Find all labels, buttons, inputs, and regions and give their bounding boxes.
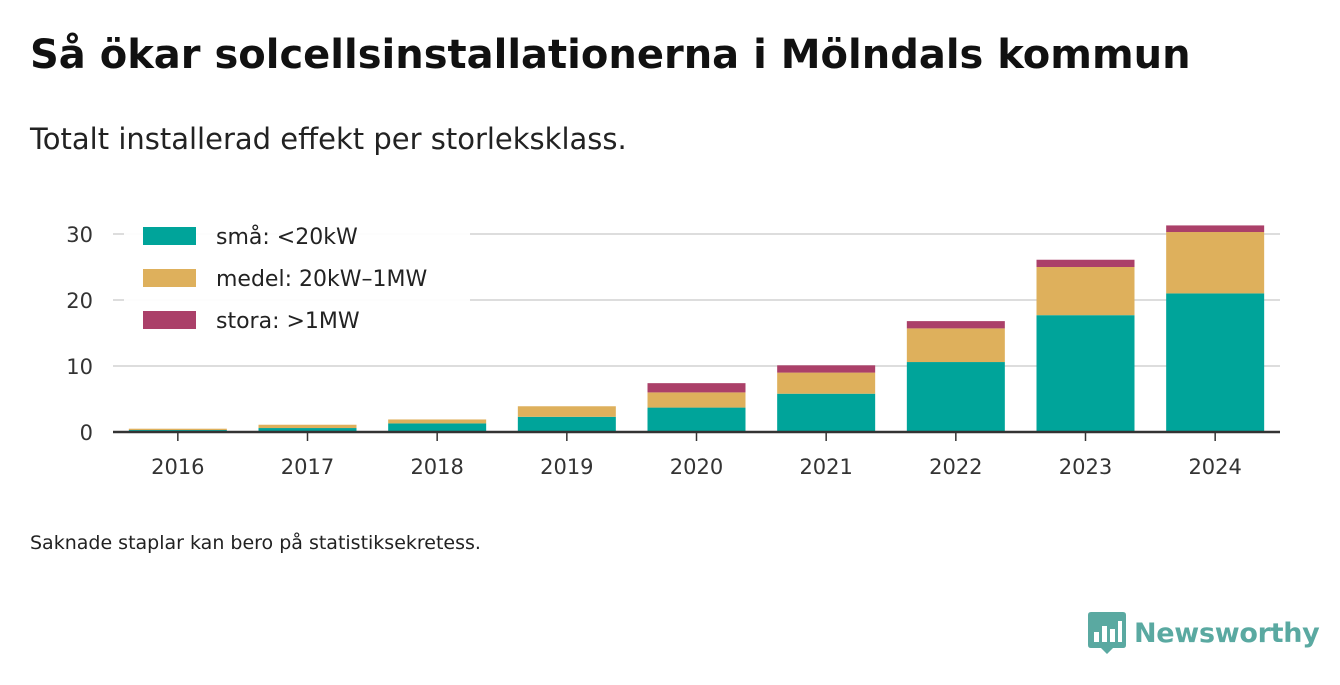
bar-segment — [517, 406, 616, 417]
bar-segment — [906, 362, 1005, 432]
bar-segment — [647, 392, 746, 408]
x-tick-label: 2020 — [670, 455, 723, 479]
legend: små: <20kW medel: 20kW–1MW stora: >1MW — [124, 210, 470, 342]
stacked-bar-chart: 0 10 20 30 2016 2017 2018 2019 2020 2021 2022 2023… — [66, 210, 1280, 479]
bar-segment — [1036, 259, 1135, 267]
bar-segment — [1166, 232, 1265, 294]
chart-title: Så ökar solcellsinstallationerna i Mölnd… — [30, 32, 1191, 78]
bar-segment — [388, 419, 487, 424]
bar-segment — [258, 428, 357, 432]
x-tick-label: 2017 — [281, 455, 334, 479]
y-tick-label: 20 — [66, 289, 93, 313]
x-tick-label: 2016 — [151, 455, 204, 479]
bar-segment — [1036, 267, 1135, 316]
bars — [128, 225, 1265, 432]
y-tick-label: 0 — [80, 421, 93, 445]
x-tick-label: 2022 — [929, 455, 982, 479]
bar-segment — [906, 321, 1005, 329]
bar-segment — [517, 416, 616, 432]
legend-swatch — [143, 269, 196, 287]
bar-segment — [128, 428, 227, 431]
bar-segment — [1166, 293, 1265, 432]
legend-label: stora: >1MW — [216, 309, 360, 334]
bar-segment — [647, 407, 746, 432]
x-tick-label: 2024 — [1188, 455, 1241, 479]
x-tick-label: 2023 — [1059, 455, 1112, 479]
bar-segment — [906, 328, 1005, 363]
bar-segment — [1036, 315, 1135, 432]
bar-segment — [258, 424, 357, 429]
chart-subtitle: Totalt installerad effekt per storlekskl… — [30, 122, 627, 156]
legend-label: små: <20kW — [216, 224, 358, 250]
legend-swatch — [143, 311, 196, 329]
bar-segment — [647, 383, 746, 393]
legend-label: medel: 20kW–1MW — [216, 267, 427, 292]
brand-name: Newsworthy — [1134, 617, 1320, 649]
bar-segment — [388, 423, 487, 432]
footnote: Saknade staplar kan bero på statistiksek… — [30, 532, 481, 554]
y-axis-ticks: 0 10 20 30 — [66, 223, 93, 445]
x-axis-ticks: 2016 2017 2018 2019 2020 2021 2022 2023 2024 — [151, 432, 1242, 479]
x-tick-label: 2019 — [540, 455, 593, 479]
x-tick-label: 2021 — [799, 455, 852, 479]
bar-segment — [777, 372, 876, 394]
y-tick-label: 10 — [66, 355, 93, 379]
y-tick-label: 30 — [66, 223, 93, 247]
newsworthy-logo: Newsworthy — [1088, 612, 1320, 654]
bar-segment — [777, 365, 876, 373]
bar-chart-speech-bubble-icon — [1088, 612, 1126, 654]
x-tick-label: 2018 — [410, 455, 463, 479]
legend-swatch — [143, 227, 196, 245]
bar-segment — [1166, 225, 1265, 233]
bar-segment — [777, 393, 876, 432]
